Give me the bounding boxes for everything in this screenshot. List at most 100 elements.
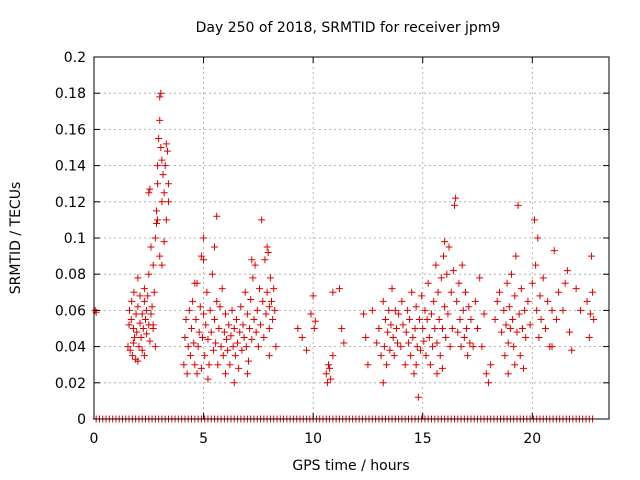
data-point	[249, 274, 257, 282]
data-point	[520, 364, 528, 372]
data-point	[438, 325, 446, 332]
data-point	[559, 306, 567, 314]
data-point	[218, 285, 226, 293]
data-point	[263, 288, 271, 296]
data-point	[480, 310, 488, 318]
data-point	[360, 310, 368, 318]
data-point	[201, 352, 209, 360]
y-axis-label: SRMTID / TECUs	[8, 182, 24, 295]
y-tick-label: 0.04	[55, 340, 86, 356]
data-point	[239, 321, 247, 329]
x-tick-labels: 0 5 10 15 20	[90, 431, 542, 447]
data-point	[458, 261, 466, 269]
data-point	[145, 270, 153, 278]
data-point	[563, 267, 571, 275]
data-point	[406, 315, 414, 323]
data-point	[257, 321, 265, 329]
data-point	[447, 288, 455, 296]
data-point	[128, 352, 136, 360]
data-point	[322, 370, 330, 378]
data-point	[298, 334, 306, 342]
data-point	[180, 361, 188, 369]
data-point	[329, 352, 337, 360]
data-point	[435, 315, 443, 323]
data-point	[197, 252, 205, 260]
data-point	[335, 285, 343, 293]
data-point	[151, 234, 159, 242]
data-point	[572, 285, 580, 293]
data-point	[230, 325, 238, 332]
data-point	[165, 198, 173, 206]
data-point	[495, 288, 503, 296]
data-point	[585, 334, 593, 342]
data-point	[226, 361, 234, 369]
data-point	[259, 297, 267, 305]
data-point	[544, 297, 552, 305]
data-point	[469, 343, 477, 351]
plot-frame	[93, 56, 610, 420]
data-point	[163, 147, 171, 155]
data-point	[217, 343, 225, 351]
data-point	[517, 285, 525, 293]
data-point	[152, 220, 160, 228]
data-point	[268, 297, 276, 305]
data-point	[511, 292, 519, 300]
data-point	[491, 315, 499, 323]
data-point	[241, 288, 249, 296]
data-point	[127, 315, 135, 323]
data-point	[137, 334, 145, 342]
data-point	[147, 310, 155, 318]
data-point	[426, 361, 434, 369]
data-point	[185, 306, 193, 314]
data-point	[518, 325, 526, 332]
data-point	[399, 321, 407, 329]
data-point	[214, 361, 222, 369]
data-point	[242, 343, 250, 351]
data-point	[265, 325, 273, 332]
data-point	[200, 310, 208, 318]
data-point	[248, 256, 256, 264]
data-point	[521, 306, 529, 314]
data-point	[386, 346, 394, 354]
data-point	[338, 325, 346, 332]
x-tick-label: 0	[90, 431, 99, 447]
data-point	[448, 325, 456, 332]
data-point	[384, 328, 392, 336]
data-point	[240, 334, 248, 342]
data-point	[238, 346, 246, 354]
grid-lines	[94, 57, 609, 419]
data-point	[441, 238, 449, 246]
data-point	[149, 321, 157, 329]
data-point	[186, 352, 194, 360]
data-point	[552, 315, 560, 323]
data-point	[190, 339, 198, 347]
data-point	[206, 306, 214, 314]
data-point	[159, 171, 167, 179]
x-tick-label: 15	[414, 431, 432, 447]
data-point	[247, 296, 255, 304]
data-point	[212, 339, 220, 347]
data-point	[193, 370, 201, 378]
data-point	[132, 310, 140, 318]
data-point	[311, 317, 319, 325]
data-point	[583, 297, 591, 305]
data-point	[152, 207, 160, 215]
data-point	[262, 310, 270, 318]
data-point	[514, 201, 522, 209]
data-point	[204, 375, 212, 383]
data-point	[329, 288, 337, 296]
data-point	[460, 334, 468, 342]
data-point	[234, 339, 242, 347]
data-point	[388, 285, 396, 293]
y-tick-labels: 0 0.02 0.04 0.06 0.08 0.1 0.12 0.14 0.16 0.18 0.2	[55, 50, 86, 428]
data-point	[232, 315, 240, 323]
data-point	[577, 306, 585, 314]
data-point	[307, 310, 315, 318]
data-point	[128, 297, 136, 305]
x-tick-label: 10	[304, 431, 322, 447]
data-point	[418, 292, 426, 300]
y-tick-label: 0.08	[55, 267, 86, 283]
data-point	[200, 234, 208, 242]
data-point	[453, 297, 461, 305]
data-point	[379, 379, 387, 387]
